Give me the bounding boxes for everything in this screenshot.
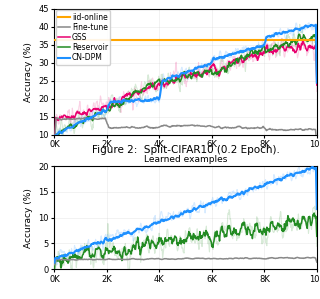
iid-online [52, 38, 56, 41]
CN-DPM [171, 74, 175, 77]
GSS [250, 52, 254, 56]
Fine-tune [315, 144, 319, 147]
Fine-tune [120, 126, 124, 129]
CN-DPM [250, 46, 254, 50]
Reservoir [250, 49, 254, 52]
GSS [301, 39, 305, 43]
Reservoir [297, 33, 301, 36]
Reservoir [207, 71, 211, 74]
CN-DPM [315, 81, 319, 84]
Reservoir [228, 62, 232, 65]
Y-axis label: Accuracy (%): Accuracy (%) [24, 188, 33, 248]
iid-online [228, 38, 232, 41]
GSS [228, 61, 232, 65]
iid-online [120, 38, 124, 41]
GSS [52, 143, 56, 147]
Text: Figure 2:  Split-CIFAR10 (0.2 Epoch).: Figure 2: Split-CIFAR10 (0.2 Epoch). [92, 146, 280, 155]
CN-DPM [228, 52, 232, 56]
GSS [99, 108, 103, 112]
CN-DPM [52, 147, 56, 150]
Reservoir [52, 151, 56, 155]
Fine-tune [82, 116, 86, 120]
Fine-tune [228, 126, 232, 129]
Line: GSS: GSS [54, 41, 317, 145]
Reservoir [315, 78, 319, 82]
Reservoir [171, 79, 175, 83]
Line: CN-DPM: CN-DPM [54, 25, 317, 149]
Reservoir [99, 111, 103, 115]
GSS [207, 68, 211, 72]
X-axis label: Learned examples: Learned examples [144, 155, 227, 164]
iid-online [99, 38, 103, 41]
Fine-tune [52, 143, 56, 146]
Reservoir [120, 103, 124, 106]
GSS [315, 83, 319, 87]
Fine-tune [208, 124, 212, 127]
iid-online [250, 38, 254, 41]
iid-online [171, 38, 175, 41]
Y-axis label: Accuracy (%): Accuracy (%) [24, 42, 33, 102]
CN-DPM [120, 101, 124, 104]
Fine-tune [99, 117, 103, 120]
GSS [171, 80, 175, 84]
GSS [120, 96, 124, 100]
CN-DPM [314, 23, 318, 27]
Fine-tune [251, 126, 254, 130]
Line: Fine-tune: Fine-tune [54, 118, 317, 145]
Line: Reservoir: Reservoir [54, 34, 317, 153]
iid-online [207, 38, 211, 41]
Legend: iid-online, Fine-tune, GSS, Reservoir, CN-DPM: iid-online, Fine-tune, GSS, Reservoir, C… [56, 10, 110, 65]
CN-DPM [207, 62, 211, 66]
Fine-tune [172, 124, 175, 128]
iid-online [315, 38, 319, 41]
CN-DPM [99, 112, 103, 116]
